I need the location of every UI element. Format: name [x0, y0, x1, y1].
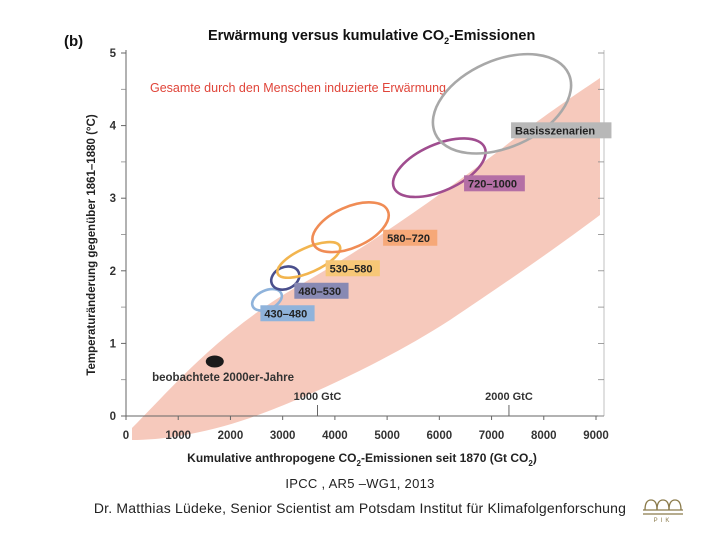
x-label-mid: -Emissionen seit 1870 (Gt CO: [361, 451, 528, 465]
gtc-label: 2000 GtC: [485, 391, 533, 403]
y-tick-label: 0: [110, 411, 116, 423]
x-tick-label: 5000: [374, 430, 400, 442]
x-tick-label: 6000: [427, 430, 453, 442]
y-tick-label: 1: [110, 338, 117, 350]
scenario-ellipse-2: [276, 240, 342, 280]
chart-svg: (b) Erwärmung versus kumulative CO2-Emis…: [64, 28, 612, 468]
chart-figure: (b) Erwärmung versus kumulative CO2-Emis…: [64, 28, 612, 468]
scenario-labels: 430–480 480–530 530–580 580–720 720–1000 Basi…: [152, 122, 612, 384]
scenario-label-bg: [294, 282, 349, 299]
y-tick-label: 4: [110, 121, 117, 133]
x-tick-label: 0: [123, 430, 129, 442]
observed-point: [205, 355, 224, 368]
scenario-ellipse-4: [391, 137, 487, 199]
scenario-label: 530–580: [330, 263, 373, 275]
y-tick-label: 5: [110, 48, 117, 60]
scenario-marks: [205, 52, 573, 368]
x-tick-label: 3000: [270, 430, 296, 442]
x-tick-label: 4000: [322, 430, 348, 442]
scenario-ellipse-3: [311, 201, 390, 254]
logo-text: PIK: [654, 518, 673, 524]
scenario-label: 720–1000: [468, 178, 517, 190]
chart-title-sub: 2: [444, 36, 449, 46]
chart-title-main: Erwärmung versus kumulative CO: [208, 28, 444, 44]
scenario-label-bg: [260, 305, 315, 322]
observed-label: beobachtete 2000er-Jahre: [152, 372, 294, 384]
scenario-label: 480–530: [298, 286, 341, 298]
band-label: Gesamte durch den Menschen induzierte Er…: [150, 81, 446, 95]
x-tick-label: 8000: [531, 430, 557, 442]
scenario-label-bg: [464, 175, 525, 192]
scenario-label-bg: [383, 229, 438, 246]
top-axis-labels: 1000 GtC 2000 GtC: [294, 391, 533, 416]
x-label-close: ): [533, 451, 537, 465]
warming-band: [132, 78, 600, 440]
x-label-main: Kumulative anthropogene CO: [187, 451, 356, 465]
gtc-label: 1000 GtC: [294, 391, 342, 403]
y-tick-label: 2: [110, 266, 116, 278]
scenario-label-bg: [325, 260, 380, 277]
panel-label: (b): [64, 33, 83, 50]
y-axis-label: Temperaturänderung gegenüber 1861–1880 (…: [86, 114, 98, 375]
x-axis-label: Kumulative anthropogene CO2-Emissionen s…: [187, 451, 537, 468]
scenario-ellipse-1: [269, 265, 301, 291]
x-tick-label: 1000: [165, 430, 191, 442]
source-caption: IPCC , AR5 –WG1, 2013: [285, 476, 435, 491]
x-tick-label: 9000: [583, 430, 609, 442]
pik-logo: PIK: [640, 494, 686, 524]
scenario-label: 430–480: [264, 308, 307, 320]
chart-title: Erwärmung versus kumulative CO2-Emission…: [208, 28, 535, 46]
scenario-label-bg: [511, 122, 612, 139]
chart-title-end: -Emissionen: [449, 28, 535, 44]
axis-ticks: 0 1000 2000 3000 4000 5000 6000 7000 8000 9000 0 1 2…: [110, 48, 609, 442]
author-caption: Dr. Matthias Lüdeke, Senior Scientist am…: [93, 500, 627, 516]
y-tick-label: 3: [110, 193, 116, 205]
x-label-sub: 2: [357, 459, 362, 468]
scenario-ellipse-5: [431, 52, 573, 155]
scenario-label: 580–720: [387, 233, 430, 245]
scenario-label: Basisszenarien: [515, 125, 595, 137]
x-tick-label: 7000: [479, 430, 505, 442]
x-tick-label: 2000: [218, 430, 244, 442]
x-label-end-sub: 2: [528, 459, 533, 468]
